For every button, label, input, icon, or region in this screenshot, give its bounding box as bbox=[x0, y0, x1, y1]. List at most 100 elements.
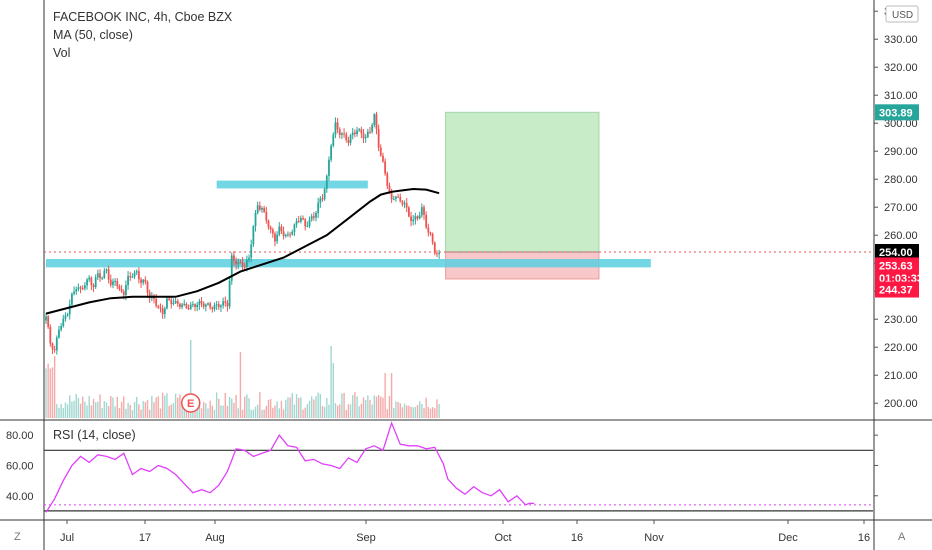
time-tick-label: Nov bbox=[644, 532, 664, 544]
volume-bar bbox=[369, 399, 371, 418]
candle-body bbox=[161, 308, 164, 315]
candle-body bbox=[73, 291, 75, 294]
price-tick-label: 290.00 bbox=[884, 146, 918, 158]
candle-body bbox=[330, 145, 333, 160]
candle-body bbox=[321, 198, 324, 200]
main-legend: FACEBOOK INC, 4h, Cboe BZX MA (50, close… bbox=[53, 8, 232, 62]
volume-bar bbox=[252, 409, 255, 418]
volume-bar bbox=[224, 392, 226, 418]
volume-bar bbox=[164, 395, 166, 418]
volume-bar bbox=[304, 407, 306, 418]
candle-body bbox=[366, 131, 369, 137]
volume-bar bbox=[123, 396, 125, 418]
symbol-title[interactable]: FACEBOOK INC, 4h, Cboe BZX bbox=[53, 10, 233, 24]
volume-bar bbox=[308, 400, 311, 418]
candle-body bbox=[256, 205, 259, 213]
volume-bar bbox=[47, 363, 49, 418]
volume-bar bbox=[261, 409, 263, 418]
candle-body bbox=[390, 192, 393, 200]
timezone-button[interactable]: Z bbox=[14, 531, 21, 543]
support-resistance-zone[interactable] bbox=[46, 259, 651, 268]
candle-body bbox=[254, 212, 257, 227]
candle-body bbox=[179, 303, 181, 307]
volume-bar bbox=[343, 392, 345, 418]
volume-bar bbox=[341, 393, 343, 418]
candle-body bbox=[343, 133, 345, 135]
candle-body bbox=[75, 289, 78, 292]
candle-body bbox=[410, 216, 412, 222]
candle-body bbox=[99, 273, 101, 279]
candle-body bbox=[189, 304, 192, 309]
volume-bar bbox=[190, 340, 192, 418]
candle-body bbox=[77, 287, 80, 290]
candle-body bbox=[226, 302, 229, 307]
candle-body bbox=[429, 232, 432, 234]
candle-body bbox=[163, 308, 166, 315]
earnings-icon[interactable] bbox=[180, 393, 201, 413]
candle-body bbox=[438, 252, 441, 254]
currency-badge[interactable] bbox=[885, 5, 919, 23]
ma-legend[interactable]: MA (50, close) bbox=[53, 28, 133, 42]
price-tick-label: 310.00 bbox=[884, 90, 918, 102]
candle-body bbox=[135, 271, 138, 273]
support-resistance-zone[interactable] bbox=[216, 180, 368, 189]
candle-body bbox=[101, 277, 104, 279]
candle-body bbox=[105, 269, 108, 271]
candle-body bbox=[436, 253, 438, 255]
volume-bar bbox=[237, 408, 239, 418]
candle-body bbox=[168, 298, 171, 300]
candle-body bbox=[287, 234, 289, 236]
candle-body bbox=[416, 216, 419, 219]
candle-body bbox=[53, 349, 56, 351]
target-zone[interactable] bbox=[445, 111, 600, 253]
volume-bar bbox=[129, 404, 131, 418]
candle-body bbox=[278, 226, 281, 235]
candle-body bbox=[71, 293, 73, 305]
price-tick-label: 320.00 bbox=[884, 62, 918, 74]
candle-body bbox=[224, 301, 227, 303]
volume-bar bbox=[66, 404, 69, 418]
candle-body bbox=[233, 255, 235, 261]
candle-body bbox=[237, 262, 240, 265]
candle-body bbox=[64, 315, 67, 319]
candle-body bbox=[364, 136, 367, 139]
auto-scale-button[interactable]: A bbox=[898, 531, 906, 543]
candle-body bbox=[90, 277, 93, 286]
price-tick-label: 330.00 bbox=[884, 34, 918, 46]
volume-bar bbox=[434, 408, 436, 418]
candle-body bbox=[338, 129, 341, 135]
volume-bar bbox=[86, 405, 88, 418]
candle-body bbox=[127, 276, 129, 286]
candle-body bbox=[345, 134, 348, 141]
candle-body bbox=[349, 135, 352, 143]
volume-bar bbox=[289, 397, 291, 418]
candle-body bbox=[129, 276, 132, 278]
candle-body bbox=[297, 220, 300, 222]
volume-bar bbox=[62, 408, 64, 418]
volume-bar bbox=[157, 396, 160, 418]
candle-body bbox=[332, 134, 335, 146]
vol-legend[interactable]: Vol bbox=[53, 46, 71, 60]
volume-bar bbox=[371, 404, 373, 418]
time-tick-label: Jul bbox=[60, 532, 74, 544]
rsi-legend[interactable]: RSI (14, close) bbox=[53, 428, 136, 442]
volume-bar bbox=[265, 405, 268, 418]
candle-body bbox=[423, 207, 425, 215]
volume-bar bbox=[92, 398, 95, 418]
candle-body bbox=[202, 303, 205, 307]
rsi-line[interactable] bbox=[45, 421, 535, 513]
volume-bar bbox=[172, 403, 175, 418]
volume-bar bbox=[161, 392, 164, 418]
candle-body bbox=[185, 303, 188, 309]
candle-body bbox=[191, 304, 194, 306]
volume-bar bbox=[380, 396, 382, 418]
volume-bar bbox=[77, 397, 80, 418]
price-tick-label: 280.00 bbox=[884, 174, 918, 186]
candle-body bbox=[433, 242, 436, 254]
volume-bar bbox=[328, 404, 330, 418]
ma50-line[interactable] bbox=[45, 187, 440, 315]
volume-bar bbox=[395, 401, 397, 418]
volume-bar bbox=[360, 403, 363, 418]
